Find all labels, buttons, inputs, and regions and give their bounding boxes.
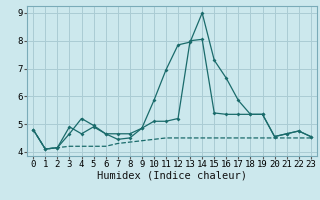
X-axis label: Humidex (Indice chaleur): Humidex (Indice chaleur) (97, 171, 247, 181)
